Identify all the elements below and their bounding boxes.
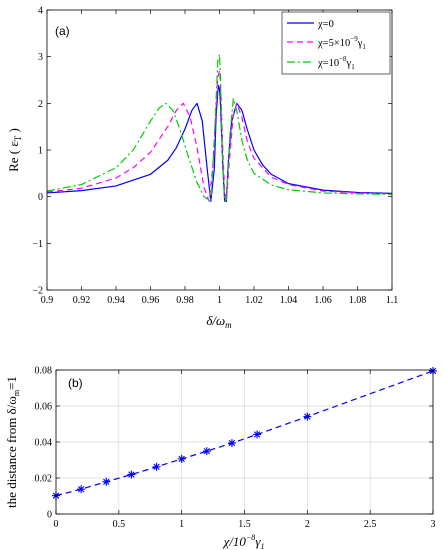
chart-b-data-point: [127, 470, 136, 479]
chart-a-series-line-1: [47, 85, 392, 202]
chart-a-x-tick-label: 1.02: [245, 295, 263, 306]
chart-b-panel-label: (b): [68, 376, 83, 390]
chart-a-x-tick-label: 0.9: [41, 295, 54, 306]
chart-a-y-tick-label: −1: [32, 239, 43, 250]
chart-b-y-axis-label: the distance from δ/ωm=1: [4, 376, 21, 508]
chart-a-x-tick-label: 1.06: [314, 295, 332, 306]
chart-a-x-tick-label: 0.98: [176, 295, 194, 306]
chart-a-y-tick-label: 4: [38, 6, 43, 17]
legend-label-series-1: χ=0: [317, 19, 334, 30]
chart-b-x-tick-label: 0.5: [113, 519, 126, 530]
chart-b-y-tick-label: 0.04: [35, 438, 53, 449]
chart-a-x-tick-label: 1.04: [280, 295, 298, 306]
chart-a-legend: χ=0 χ=5×10−9γ1 χ=10−8γ1: [281, 11, 391, 75]
chart-b-x-tick-label: 2.5: [364, 519, 377, 530]
chart-a-panel-label: (a): [55, 24, 70, 38]
chart-b-data-point: [227, 439, 236, 448]
chart-b-data-point: [202, 447, 211, 456]
chart-a-y-axis-label: Re ( εT ): [6, 128, 23, 172]
chart-a-x-tick-label: 1: [217, 295, 222, 306]
chart-a-y-tick-label: 2: [38, 99, 43, 110]
chart-b-data-point: [177, 454, 186, 463]
chart-b-x-axis-label: χ/10−8γ1: [222, 533, 265, 550]
chart-a-y-tick-label: −2: [32, 286, 43, 297]
chart-b-data-point: [77, 485, 86, 494]
chart-a-x-tick-label: 1.1: [386, 295, 399, 306]
chart-b-y-tick-label: 0.08: [35, 366, 53, 377]
chart-b-data-point: [102, 477, 111, 486]
chart-a-y-tick-label: 0: [38, 192, 43, 203]
chart-b-x-tick-label: 1.5: [238, 519, 251, 530]
chart-b-x-tick-label: 1: [179, 519, 184, 530]
chart-a-y-tick-label: 1: [38, 146, 43, 157]
chart-a-y-tick-label: 3: [38, 52, 43, 63]
chart-b-y-tick-label: 0.06: [35, 402, 53, 413]
legend-label-series-3: χ=10−8γ1: [317, 55, 355, 71]
chart-a: 0.9 0.92 0.94 0.96 0.98 1 1.02 1.04 1.06 1.08 1.1 −…: [6, 6, 398, 331]
chart-b-x-tick-label: 3: [431, 519, 436, 530]
chart-b-data-point: [253, 430, 262, 439]
chart-b-y-tick-label: 0.02: [35, 474, 53, 485]
chart-a-x-tick-label: 1.08: [349, 295, 367, 306]
chart-b-x-tick-label: 2: [305, 519, 310, 530]
chart-b: 0 0.5 1 1.5 2 2.5 3 0 0.02 0.04 0.06 0.08 (b) χ/10−…: [4, 366, 437, 550]
chart-b-data-point: [152, 462, 161, 471]
chart-a-x-tick-label: 0.96: [142, 295, 160, 306]
chart-a-series-line-3: [47, 53, 392, 202]
chart-a-x-tick-label: 0.92: [73, 295, 91, 306]
chart-a-x-tick-label: 0.94: [107, 295, 125, 306]
chart-b-x-tick-label: 0: [54, 519, 59, 530]
chart-b-y-tick-label: 0: [47, 510, 52, 521]
legend-label-series-2: χ=5×10−9γ1: [317, 35, 366, 51]
chart-b-data-point: [303, 412, 312, 421]
chart-a-x-axis-label: δ/ωm: [206, 313, 232, 330]
